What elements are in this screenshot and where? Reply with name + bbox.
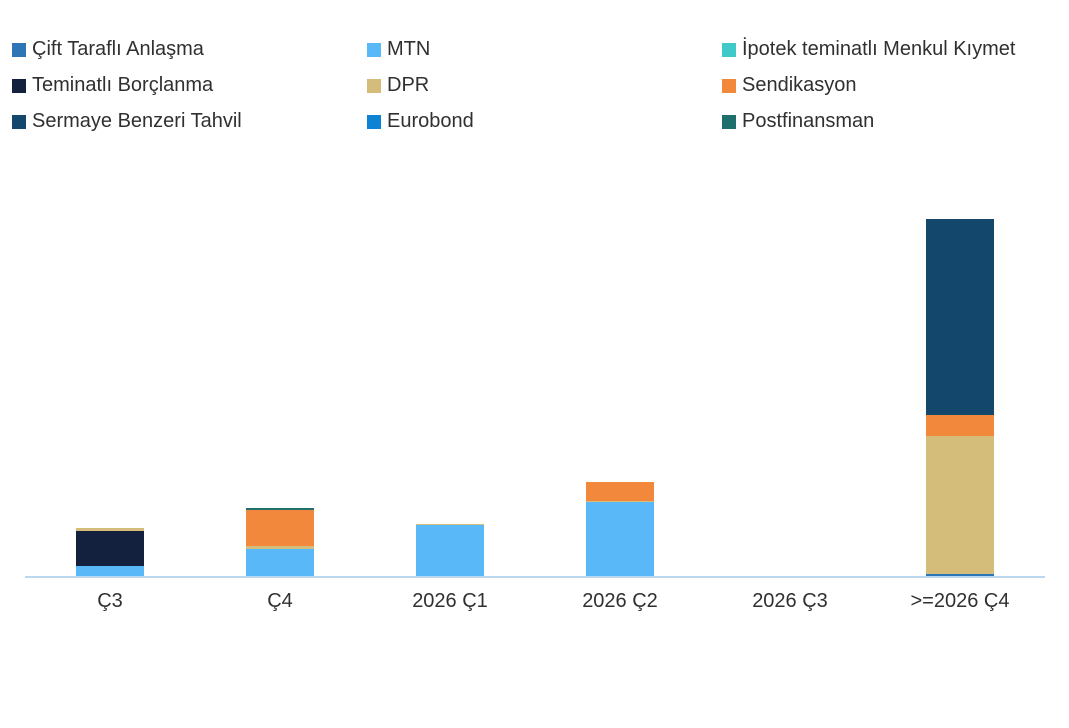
x-axis-label: Ç4: [267, 590, 293, 612]
bar-segment: [926, 415, 994, 436]
legend-item: Sermaye Benzeri Tahvil: [12, 110, 367, 133]
x-axis-label: >=2026 Ç4: [910, 590, 1010, 612]
legend-label: Sermaye Benzeri Tahvil: [32, 110, 242, 132]
bar-segment: [926, 436, 994, 574]
legend-item: İpotek teminatlı Menkul Kıymet: [722, 38, 1062, 61]
bar-segment: [586, 502, 654, 577]
x-axis-label: 2026 Ç3: [752, 590, 828, 612]
legend-label: Eurobond: [387, 110, 474, 132]
legend-swatch-icon: [722, 115, 736, 129]
bar-column: [365, 179, 535, 578]
legend-swatch-icon: [367, 79, 381, 93]
bar-segment: [926, 574, 994, 577]
bar-stack: [246, 508, 314, 577]
legend-swatch-icon: [722, 43, 736, 57]
bar-segment: [246, 549, 314, 577]
legend-label: Postfinansman: [742, 110, 875, 132]
legend: Çift Taraflı Anlaşma MTN İpotek teminatlı …: [12, 38, 1062, 133]
legend-item: Postfinansman: [722, 110, 1062, 133]
legend-swatch-icon: [12, 43, 26, 57]
x-axis-label: Ç3: [97, 590, 123, 612]
bar-stack: [76, 528, 144, 577]
legend-item: Sendikasyon: [722, 74, 1062, 97]
bar-column: [195, 179, 365, 578]
bar-segment: [926, 219, 994, 415]
x-axis-labels: Ç3 Ç4 2026 Ç1 2026 Ç2 2026 Ç3 >=2026 Ç4: [25, 590, 1045, 613]
legend-label: İpotek teminatlı Menkul Kıymet: [742, 38, 1016, 60]
legend-item: Eurobond: [367, 110, 722, 133]
bar-segment: [246, 546, 314, 549]
legend-swatch-icon: [722, 79, 736, 93]
bar-segment: [76, 531, 144, 566]
bar-segment: [586, 501, 654, 502]
bar-column: [25, 179, 195, 578]
legend-swatch-icon: [367, 115, 381, 129]
legend-label: Sendikasyon: [742, 74, 857, 96]
bar-segment: [416, 524, 484, 525]
bar-column: [535, 179, 705, 578]
bar-stack: [586, 482, 654, 577]
bar-segment: [586, 482, 654, 501]
legend-label: Çift Taraflı Anlaşma: [32, 38, 204, 60]
legend-item: MTN: [367, 38, 722, 61]
bar-segment: [76, 528, 144, 531]
bar-segment: [246, 508, 314, 510]
bar-segment: [246, 510, 314, 546]
bar-column: [875, 179, 1045, 578]
legend-item: DPR: [367, 74, 722, 97]
x-axis-line: [25, 576, 1045, 578]
legend-swatch-icon: [12, 79, 26, 93]
legend-label: DPR: [387, 74, 430, 96]
bar-stack: [926, 219, 994, 577]
legend-label: Teminatlı Borçlanma: [32, 74, 214, 96]
x-axis-label: 2026 Ç1: [412, 590, 488, 612]
legend-item: Çift Taraflı Anlaşma: [12, 38, 367, 61]
x-axis-label: 2026 Ç2: [582, 590, 658, 612]
legend-label: MTN: [387, 38, 431, 60]
legend-swatch-icon: [367, 43, 381, 57]
bar-stack: [416, 524, 484, 577]
bar-segment: [416, 525, 484, 577]
plot-area: [25, 180, 1045, 578]
bar-column: [705, 179, 875, 578]
legend-item: Teminatlı Borçlanma: [12, 74, 367, 97]
bar-segment: [76, 566, 144, 577]
legend-swatch-icon: [12, 115, 26, 129]
